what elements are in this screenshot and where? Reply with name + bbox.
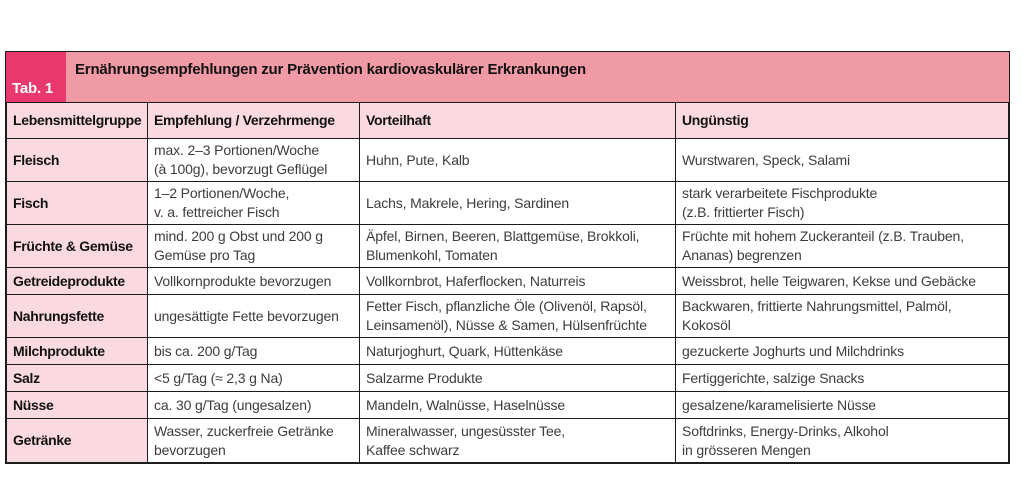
cell-favorable: Mineralwasser, ungesüsster Tee, Kaffee s… bbox=[359, 418, 676, 463]
cell-favorable: Salzarme Produkte bbox=[359, 364, 676, 392]
cell-unfavorable: Fertiggerichte, salzige Snacks bbox=[675, 364, 1009, 392]
cell-recommendation: ungesättigte Fette bevorzugen bbox=[147, 294, 360, 338]
table-row: Fleisch max. 2–3 Portionen/Woche (à 100g… bbox=[6, 138, 1009, 182]
table-card: Tab. 1 Ernährungsempfehlungen zur Präven… bbox=[5, 51, 1010, 464]
table-row: Milchprodukte bis ca. 200 g/Tag Naturjog… bbox=[6, 337, 1009, 365]
table-title: Ernährungsempfehlungen zur Prävention ka… bbox=[75, 61, 586, 78]
cell-recommendation: <5 g/Tag (≈ 2,3 g Na) bbox=[147, 364, 360, 392]
table-row: Salz <5 g/Tag (≈ 2,3 g Na) Salzarme Prod… bbox=[6, 364, 1009, 392]
cell-recommendation: 1–2 Portionen/Woche, v. a. fettreicher F… bbox=[147, 181, 360, 225]
table-tag-label: Tab. 1 bbox=[12, 80, 54, 97]
cell-food-group: Fleisch bbox=[6, 138, 148, 182]
table-title-band: Tab. 1 Ernährungsempfehlungen zur Präven… bbox=[6, 52, 1009, 102]
cell-food-group: Fisch bbox=[6, 181, 148, 225]
cell-food-group: Getreideprodukte bbox=[6, 267, 148, 295]
cell-unfavorable: stark verarbeitete Fischprodukte (z.B. f… bbox=[675, 181, 1009, 225]
col-header-favorable: Vorteilhaft bbox=[359, 102, 676, 139]
cell-recommendation: bis ca. 200 g/Tag bbox=[147, 337, 360, 365]
cell-food-group: Nahrungsfette bbox=[6, 294, 148, 338]
cell-recommendation: Vollkornprodukte bevorzugen bbox=[147, 267, 360, 295]
cell-unfavorable: Früchte mit hohem Zuckeranteil (z.B. Tra… bbox=[675, 224, 1009, 268]
header-row: Lebensmittelgruppe Empfehlung / Verzehrm… bbox=[6, 102, 1009, 139]
table-row: Getränke Wasser, zuckerfreie Getränke be… bbox=[6, 418, 1009, 463]
cell-unfavorable: gezuckerte Joghurts und Milchdrinks bbox=[675, 337, 1009, 365]
table-row: Nüsse ca. 30 g/Tag (ungesalzen) Mandeln,… bbox=[6, 391, 1009, 419]
col-header-unfavorable: Ungünstig bbox=[675, 102, 1009, 139]
table-row: Fisch 1–2 Portionen/Woche, v. a. fettrei… bbox=[6, 181, 1009, 225]
cell-food-group: Salz bbox=[6, 364, 148, 392]
col-header-food-group: Lebensmittelgruppe bbox=[6, 102, 148, 139]
cell-favorable: Fetter Fisch, pflanzliche Öle (Olivenöl,… bbox=[359, 294, 676, 338]
cell-favorable: Vollkornbrot, Haferflocken, Naturreis bbox=[359, 267, 676, 295]
cell-food-group: Nüsse bbox=[6, 391, 148, 419]
cell-favorable: Äpfel, Birnen, Beeren, Blattgemüse, Brok… bbox=[359, 224, 676, 268]
table-tag-box: Tab. 1 bbox=[6, 52, 66, 102]
nutrition-table: Lebensmittelgruppe Empfehlung / Verzehrm… bbox=[6, 102, 1009, 463]
cell-favorable: Naturjoghurt, Quark, Hüttenkäse bbox=[359, 337, 676, 365]
cell-food-group: Getränke bbox=[6, 418, 148, 463]
table-row: Getreideprodukte Vollkornprodukte bevorz… bbox=[6, 267, 1009, 295]
cell-unfavorable: Softdrinks, Energy-Drinks, Alkohol in gr… bbox=[675, 418, 1009, 463]
cell-favorable: Lachs, Makrele, Hering, Sardinen bbox=[359, 181, 676, 225]
table-row: Nahrungsfette ungesättigte Fette bevorzu… bbox=[6, 294, 1009, 338]
cell-favorable: Mandeln, Walnüsse, Haselnüsse bbox=[359, 391, 676, 419]
cell-unfavorable: Backwaren, frittierte Nahrungsmittel, Pa… bbox=[675, 294, 1009, 338]
table-row: Früchte & Gemüse mind. 200 g Obst und 20… bbox=[6, 224, 1009, 268]
table-title-area: Ernährungsempfehlungen zur Prävention ka… bbox=[66, 52, 1009, 102]
cell-unfavorable: gesalzene/karamelisierte Nüsse bbox=[675, 391, 1009, 419]
cell-food-group: Früchte & Gemüse bbox=[6, 224, 148, 268]
cell-recommendation: Wasser, zuckerfreie Getränke bevorzugen bbox=[147, 418, 360, 463]
cell-unfavorable: Weissbrot, helle Teigwaren, Kekse und Ge… bbox=[675, 267, 1009, 295]
cell-favorable: Huhn, Pute, Kalb bbox=[359, 138, 676, 182]
cell-recommendation: ca. 30 g/Tag (ungesalzen) bbox=[147, 391, 360, 419]
cell-recommendation: mind. 200 g Obst und 200 g Gemüse pro Ta… bbox=[147, 224, 360, 268]
cell-recommendation: max. 2–3 Portionen/Woche (à 100g), bevor… bbox=[147, 138, 360, 182]
cell-unfavorable: Wurstwaren, Speck, Salami bbox=[675, 138, 1009, 182]
cell-food-group: Milchprodukte bbox=[6, 337, 148, 365]
col-header-recommendation: Empfehlung / Verzehrmenge bbox=[147, 102, 360, 139]
